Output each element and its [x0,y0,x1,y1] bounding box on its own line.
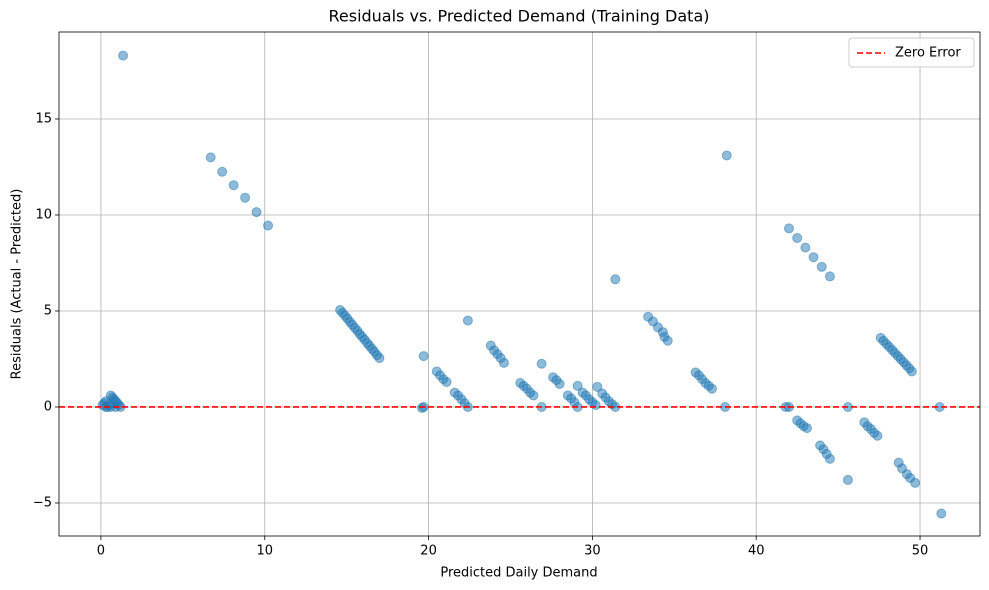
point [792,233,803,244]
x-tick-label: 0 [97,544,105,559]
point [592,381,603,392]
point [417,402,428,413]
x-tick-label: 50 [912,544,929,559]
point [783,223,794,234]
y-tick-label: 15 [35,111,52,126]
point [418,351,429,362]
point [572,380,583,391]
point [263,220,274,231]
point [721,150,732,161]
point [824,271,835,282]
point [802,423,813,434]
y-tick-label: 0 [44,399,52,414]
legend-box [848,37,975,68]
point [462,315,473,326]
y-tick-label: 10 [35,207,52,222]
x-tick-label: 40 [748,544,765,559]
point [590,400,601,411]
point [251,207,262,218]
point [217,166,228,177]
x-axis-label: Predicted Daily Demand [440,566,597,581]
point [554,378,565,389]
point [498,357,509,368]
x-tick-label: 20 [420,544,437,559]
point [706,383,717,394]
point [240,192,251,203]
y-tick-label: −5 [33,495,52,510]
point [610,274,621,285]
x-tick-label: 10 [256,544,273,559]
point [808,252,819,263]
point [205,152,216,163]
y-axis-label: Residuals (Actual - Predicted) [10,189,25,380]
point [910,477,921,488]
point [936,508,947,519]
point [528,390,539,401]
point [374,353,385,364]
chart-title: Residuals vs. Predicted Demand (Training… [328,7,709,26]
point [441,377,452,388]
point [536,358,547,369]
y-tick-label: 5 [44,303,52,318]
point [906,366,917,377]
point [824,453,835,464]
point [118,50,129,61]
x-tick-label: 30 [584,544,601,559]
legend-label: Zero Error [895,46,961,61]
point [816,261,827,272]
point [842,474,853,485]
point [800,242,811,253]
point [659,331,670,342]
frame [58,31,981,537]
point [872,430,883,441]
point [228,180,239,191]
